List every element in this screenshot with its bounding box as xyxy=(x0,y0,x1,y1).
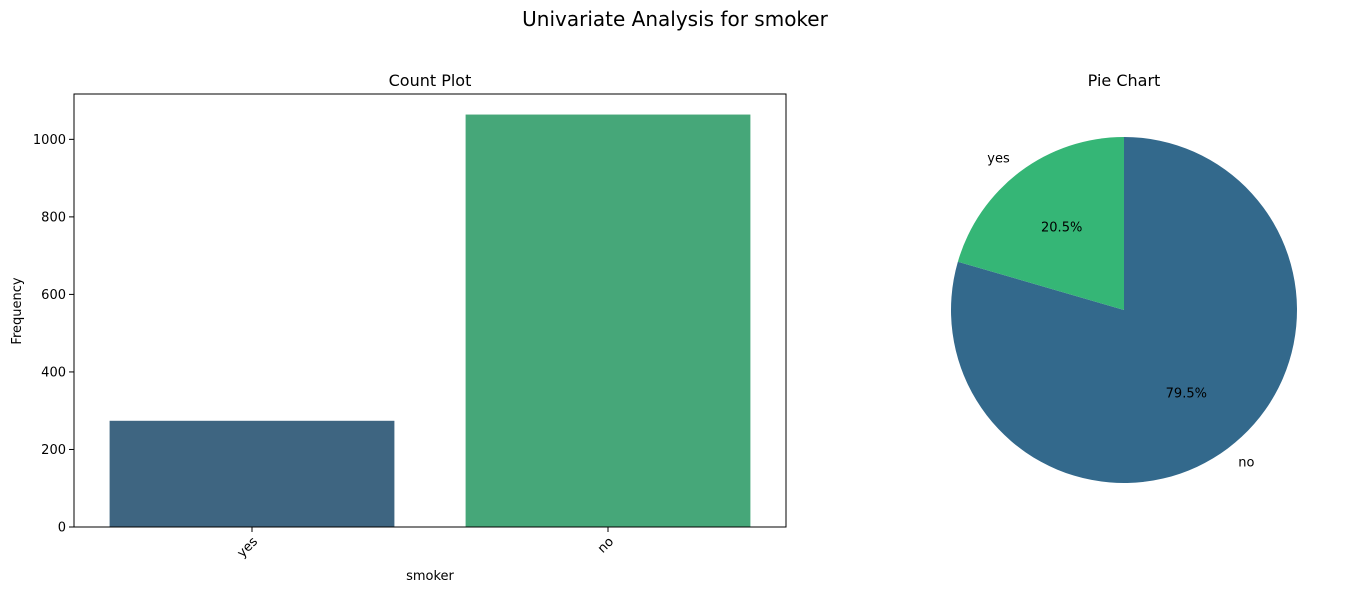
pie-slice-yes xyxy=(957,137,1124,310)
bar-no xyxy=(465,114,751,528)
x-axis-ticks: yes no xyxy=(235,527,617,561)
pie-category-label: no xyxy=(1238,456,1254,471)
pie-slices xyxy=(950,137,1297,483)
y-tick-label: 1000 xyxy=(33,133,66,148)
pie-category-label: yes xyxy=(987,151,1010,166)
y-tick-label: 800 xyxy=(41,210,66,225)
bar-yes xyxy=(109,420,395,527)
figure-title: Univariate Analysis for smoker xyxy=(522,7,828,31)
y-tick-label: 600 xyxy=(41,288,66,303)
y-tick-label: 200 xyxy=(41,443,66,458)
y-axis-ticks: 0 200 400 600 800 1000 xyxy=(33,133,74,536)
y-axis-label: Frequency xyxy=(10,277,25,344)
pie-slice-no xyxy=(950,137,1297,483)
pie-labels: 79.5% no 20.5% yes xyxy=(987,151,1254,470)
x-axis-label: smoker xyxy=(406,569,454,584)
x-tick-label: yes xyxy=(235,534,262,561)
count-plot: Count Plot 0 200 400 600 800 1000 yes no smoke… xyxy=(10,71,787,584)
count-plot-axes-frame xyxy=(73,93,787,528)
y-tick-label: 0 xyxy=(58,521,66,536)
pie-percent-label: 79.5% xyxy=(1166,387,1207,402)
bar-marks xyxy=(109,114,751,528)
pie-chart: Pie Chart 79.5% no 20.5% yes xyxy=(950,71,1297,483)
y-tick-label: 400 xyxy=(41,365,66,380)
x-tick-label: no xyxy=(595,534,617,556)
count-plot-title: Count Plot xyxy=(389,71,472,90)
pie-chart-title: Pie Chart xyxy=(1088,71,1161,90)
pie-percent-label: 20.5% xyxy=(1041,220,1082,235)
